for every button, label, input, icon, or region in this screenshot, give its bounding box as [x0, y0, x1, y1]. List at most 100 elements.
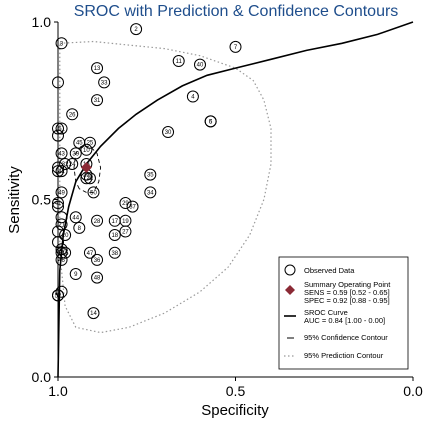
data-point-label: 25 [87, 141, 94, 147]
legend-sroc-auc: AUC = 0.84 [1.00 - 0.00] [304, 316, 385, 325]
data-point-label: 27 [122, 229, 129, 235]
data-point [119, 197, 132, 210]
observed-points: 2345678910111213141516171819202122232425… [52, 23, 242, 320]
data-point [83, 246, 96, 259]
x-tick-label: 1.0 [48, 383, 68, 399]
data-point-label: 11 [176, 59, 183, 65]
data-point-label: 6 [209, 119, 213, 125]
data-point [73, 221, 86, 234]
y-tick-label: 1.0 [32, 14, 52, 30]
legend-prediction-label: 95% Prediction Contour [304, 351, 384, 360]
data-point [55, 186, 68, 199]
data-point [55, 165, 68, 178]
data-point-label: 37 [129, 205, 136, 211]
y-axis-title: Sensitivity [6, 166, 23, 234]
data-point [55, 246, 68, 259]
data-point [52, 161, 64, 174]
data-point [144, 168, 157, 181]
data-point [52, 197, 64, 210]
data-point-label: 17 [111, 219, 118, 225]
data-point-label: 28 [94, 219, 101, 225]
data-point-label: 49 [58, 190, 65, 196]
data-point [83, 172, 96, 185]
data-point [59, 229, 72, 241]
data-point [91, 271, 104, 284]
data-point [52, 165, 64, 178]
data-point [59, 158, 72, 170]
data-point-label: 45 [76, 141, 83, 147]
data-point [126, 200, 139, 213]
data-point [55, 122, 68, 135]
data-point-label: 21 [58, 222, 65, 228]
data-point [108, 229, 121, 241]
data-point [55, 37, 68, 50]
data-point [55, 147, 68, 160]
data-point [119, 225, 132, 238]
legend-summary-spec: SPEC = 0.92 [0.88 - 0.95] [304, 296, 390, 305]
data-point-label: 41 [55, 201, 62, 207]
data-point-label: 33 [101, 80, 108, 86]
data-point-label: 48 [94, 276, 101, 282]
data-point-label: 39 [72, 151, 79, 157]
data-point [55, 211, 68, 224]
data-point-label: 40 [197, 63, 204, 69]
data-point [144, 186, 157, 199]
data-point-label: 8 [78, 226, 82, 232]
data-point-label: 12 [83, 176, 90, 182]
data-point [52, 122, 64, 135]
data-point [52, 76, 64, 89]
plot-area: 1.0 0.5 0.00.00.51.0 234567891011121314151… [32, 14, 423, 399]
data-point-label: 23 [83, 173, 90, 179]
summary-point-group [80, 162, 92, 174]
data-point-label: 30 [165, 130, 172, 136]
data-point-label: 26 [69, 112, 76, 118]
y-tick-label: 0.5 [32, 192, 52, 208]
data-point-label: 5 [209, 119, 213, 125]
legend: Observed Data Summary Operating Point SE… [278, 256, 409, 370]
data-point [59, 246, 72, 259]
legend-sroc-title: SROC Curve [304, 308, 348, 317]
x-tick-label: 0.0 [403, 383, 423, 399]
data-point [55, 285, 68, 298]
data-point [229, 40, 242, 53]
data-point-label: 32 [62, 162, 69, 168]
data-point-label: 52 [55, 293, 62, 299]
data-point [69, 211, 82, 224]
data-point [98, 76, 111, 89]
data-point-label: 3 [60, 41, 64, 47]
data-point [186, 90, 199, 103]
data-point [108, 246, 121, 259]
data-point [130, 23, 143, 36]
data-point-label: 2 [134, 27, 138, 33]
confidence-contour [73, 145, 102, 193]
data-point-label: 9 [74, 272, 78, 278]
data-point [91, 253, 104, 266]
legend-summary-sens: SENS = 0.59 [0.52 - 0.65] [304, 288, 390, 297]
legend-box [278, 256, 409, 370]
legend-summary-symbol [285, 285, 295, 295]
data-point-label: 20 [62, 233, 69, 239]
summary-point [80, 162, 92, 174]
data-point [52, 289, 64, 302]
data-point [69, 268, 82, 281]
data-point-label: 29 [122, 201, 129, 207]
x-axis-title: Specificity [201, 402, 269, 419]
data-point-label: 51 [58, 127, 65, 133]
legend-confidence-label: 95% Confidence Contour [304, 333, 388, 342]
x-tick-label: 0.5 [226, 383, 246, 399]
data-point-label: 35 [147, 173, 154, 179]
data-point [55, 218, 68, 231]
data-point [52, 129, 64, 142]
data-point-label: 34 [147, 190, 154, 196]
axis-ticks: 1.0 0.5 0.0 0.0 0.5 1.0 [32, 14, 423, 399]
data-point-label: 50 [90, 190, 97, 196]
data-point-label: 36 [94, 258, 101, 264]
data-point-label: 47 [87, 251, 94, 257]
data-point [80, 143, 93, 156]
sroc-curve [57, 21, 414, 378]
data-point-label: 7 [234, 45, 238, 51]
data-point-label: 38 [111, 251, 118, 257]
data-point [87, 186, 100, 199]
data-point [91, 214, 104, 227]
